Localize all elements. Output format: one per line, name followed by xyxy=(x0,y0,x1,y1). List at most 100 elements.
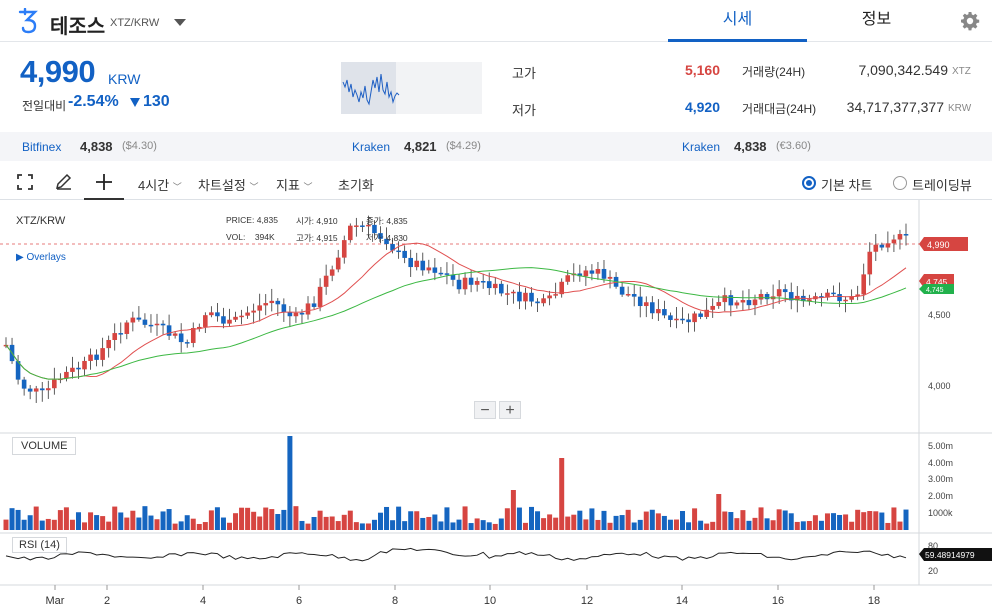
pencil-icon[interactable] xyxy=(54,172,74,192)
volume-bar xyxy=(33,506,39,530)
volume-bar xyxy=(444,507,450,530)
volume-axis-label: 2.00m xyxy=(928,491,953,501)
volume-bar xyxy=(317,510,323,530)
volume-bar xyxy=(607,522,613,530)
volume-bar xyxy=(39,520,45,530)
candle-body xyxy=(299,312,305,315)
volume-bar xyxy=(190,518,196,530)
volume-bar xyxy=(426,516,432,530)
candlestick-chart[interactable]: Mar 2 4 6 8 10 12 14 16 18 4,500 4,000 5.00m 4.00… xyxy=(0,200,992,616)
volume-axis-label: 5.00m xyxy=(928,441,953,451)
indicators-dropdown[interactable]: 지표 ﹀ xyxy=(276,175,313,194)
volume-axis-label: 4.00m xyxy=(928,458,953,468)
volume-bar xyxy=(450,522,456,530)
gear-icon[interactable] xyxy=(960,11,980,31)
ohlc-open: 시가: 4,910 xyxy=(296,215,338,227)
chart-settings-label: 차트설정 xyxy=(198,178,246,193)
volume-bar xyxy=(661,515,667,530)
volume-label: 거래량(24H) xyxy=(742,65,806,79)
candle-body xyxy=(704,309,709,317)
candle-body xyxy=(311,303,317,307)
volume-bar xyxy=(438,521,444,530)
coin-name: 테조스 xyxy=(50,16,106,38)
candle-body xyxy=(287,312,293,317)
volume-bar xyxy=(287,436,293,530)
basic-chart-radio[interactable] xyxy=(802,176,816,190)
candle-body xyxy=(136,317,142,320)
candle-body xyxy=(94,354,99,360)
volume-bar xyxy=(752,517,758,530)
basic-chart-label[interactable]: 기본 차트 xyxy=(821,178,873,193)
candle-body xyxy=(323,275,329,287)
candle-body xyxy=(112,333,118,340)
zoom-in-button[interactable]: + xyxy=(499,401,521,419)
candle-body xyxy=(565,275,571,282)
candle-body xyxy=(426,267,432,271)
candle-body xyxy=(710,305,716,310)
reset-button[interactable]: 초기화 xyxy=(338,178,374,193)
chart-pair-title: XTZ/KRW xyxy=(16,215,66,227)
volume-bar xyxy=(885,522,891,530)
volume-bar xyxy=(692,508,698,530)
volume-bar xyxy=(414,511,420,530)
chevron-down-icon: ﹀ xyxy=(303,182,313,192)
fullscreen-icon[interactable] xyxy=(16,172,34,192)
volume-bar xyxy=(371,519,377,530)
candle-body xyxy=(722,295,728,303)
interval-dropdown[interactable]: 4시간 ﹀ xyxy=(138,175,182,194)
candle-body xyxy=(837,294,842,302)
volume-bar xyxy=(686,522,692,530)
candle-body xyxy=(867,251,873,275)
candle-body xyxy=(329,269,335,276)
coin-dropdown-icon[interactable] xyxy=(174,19,186,26)
volume-bar xyxy=(873,511,879,530)
ohlc-price-value: 4,835 xyxy=(256,215,278,225)
candle-body xyxy=(831,292,836,295)
ma-short-line xyxy=(5,242,907,380)
exchange-name[interactable]: Bitfinex xyxy=(22,140,62,154)
tradingview-radio[interactable] xyxy=(893,176,907,190)
overlays-toggle[interactable]: ▶ Overlays xyxy=(16,252,66,263)
candle-body xyxy=(82,360,87,370)
candle-body xyxy=(486,281,492,289)
candle-body xyxy=(589,270,595,274)
x-axis-label: Mar xyxy=(46,595,65,607)
chart-settings-dropdown[interactable]: 차트설정 ﹀ xyxy=(198,175,258,194)
tab-market-price[interactable]: 시세 xyxy=(668,0,807,42)
exchange-name[interactable]: Kraken xyxy=(682,140,721,154)
tradingview-label[interactable]: 트레이딩뷰 xyxy=(912,178,972,193)
volume-bar xyxy=(861,512,867,530)
volume-bar xyxy=(673,519,679,530)
candle-body xyxy=(335,257,341,270)
exchange-name[interactable]: Kraken xyxy=(352,140,391,154)
candle-body xyxy=(70,367,75,372)
candle-body xyxy=(378,233,383,239)
candle-body xyxy=(215,312,220,317)
volume-bar xyxy=(329,516,335,530)
rsi-value-badge: 59.48914979 xyxy=(919,548,992,561)
candle-body xyxy=(619,286,625,295)
zoom-out-button[interactable]: − xyxy=(474,401,496,419)
candle-body xyxy=(668,315,673,320)
volume-bar xyxy=(281,509,287,530)
volume-bar xyxy=(396,506,402,530)
candle-body xyxy=(21,379,27,389)
candle-body xyxy=(650,302,655,314)
candle-body xyxy=(656,309,661,314)
candle-body xyxy=(680,318,685,321)
candle-body xyxy=(553,294,558,296)
current-price-badge: 4,990 xyxy=(919,237,968,251)
volume-bar xyxy=(571,514,577,530)
volume-bar xyxy=(541,518,547,530)
crosshair-tool[interactable] xyxy=(84,165,124,200)
volume-bar xyxy=(897,521,903,530)
volume-bar xyxy=(746,520,752,530)
x-axis-label: 18 xyxy=(868,595,880,607)
volume-bar xyxy=(178,521,184,530)
tab-info[interactable]: 정보 xyxy=(861,11,892,28)
candle-body xyxy=(160,323,166,326)
volume-bar xyxy=(75,512,81,530)
ohlc-close: 종가: 4,835 xyxy=(366,215,408,227)
candle-body xyxy=(275,300,281,305)
volume-bar xyxy=(812,515,818,530)
